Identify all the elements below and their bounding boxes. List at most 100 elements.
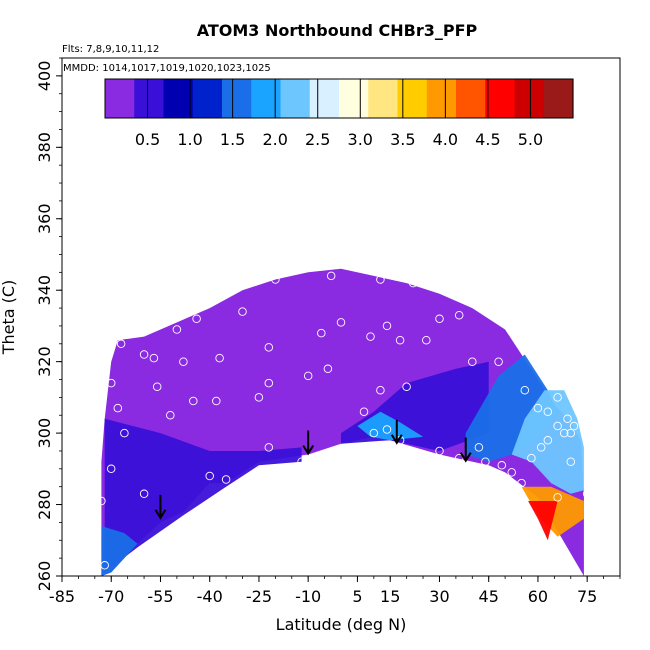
colorbar-segment xyxy=(456,79,486,118)
sample-point xyxy=(536,443,546,452)
x-tick-label: -85 xyxy=(49,587,75,606)
sample-point xyxy=(527,453,536,463)
sample-point xyxy=(139,350,149,359)
x-tick-label: 15 xyxy=(380,587,400,606)
colorbar-label: 3.5 xyxy=(390,130,415,149)
x-tick-label: 75 xyxy=(577,587,597,606)
y-axis-label: Theta (C) xyxy=(0,280,18,356)
sample-points xyxy=(93,271,592,570)
y-axis: 260 280 300 320 340 360 380 400 xyxy=(35,57,62,591)
sample-point xyxy=(221,475,231,484)
sample-point xyxy=(454,310,464,320)
sample-point xyxy=(468,357,477,366)
sample-point xyxy=(435,314,444,324)
x-tick-label: 5 xyxy=(352,587,362,606)
sample-point xyxy=(402,382,411,391)
field-patch-midlat-south xyxy=(104,418,302,573)
colorbar-segment xyxy=(426,79,457,118)
field-patch-north-hot-spot xyxy=(528,501,558,541)
sample-point xyxy=(172,325,182,334)
sample-point xyxy=(100,561,109,570)
sample-point xyxy=(106,464,116,474)
field-patch-south-base xyxy=(101,526,138,576)
y-tick-label: 280 xyxy=(35,489,54,520)
sample-point xyxy=(569,421,579,431)
sample-point xyxy=(366,332,375,341)
sample-point xyxy=(553,493,562,502)
sample-point xyxy=(116,339,126,349)
y-tick-label: 400 xyxy=(35,61,54,92)
arrow-marker xyxy=(390,419,403,445)
colorbar-frame xyxy=(104,78,574,119)
x-tick-label: -10 xyxy=(295,587,321,606)
sample-point xyxy=(376,275,385,284)
colorbar-segment xyxy=(543,79,574,118)
x-axis-label: Latitude (deg N) xyxy=(276,615,407,634)
colorbar-label: 4.0 xyxy=(433,130,458,149)
colorbar-segment xyxy=(192,79,223,118)
arrow-marker xyxy=(154,494,167,520)
sample-point xyxy=(149,353,159,363)
flights-note: Flts: 7,8,9,10,11,12 xyxy=(62,44,159,55)
sample-point xyxy=(517,478,526,488)
data-layer xyxy=(101,268,584,576)
sample-point xyxy=(93,443,103,452)
sample-point xyxy=(303,371,313,381)
sample-point xyxy=(326,271,336,281)
sample-point xyxy=(553,421,562,431)
sample-point xyxy=(192,314,201,324)
sample-point xyxy=(395,335,405,345)
y-tick-label: 300 xyxy=(35,418,54,449)
arrows-layer xyxy=(154,419,472,520)
colorbar-label: 4.5 xyxy=(475,130,500,149)
sample-point xyxy=(215,353,224,363)
sample-point xyxy=(474,443,484,452)
arrow-head xyxy=(302,445,315,456)
sample-point xyxy=(179,357,188,366)
x-axis: -85 -70 -55 -40 -25 -10 5 15 30 45 60 75 xyxy=(49,576,621,606)
colorbar-label: 1.0 xyxy=(177,130,202,149)
y-tick-label: 340 xyxy=(35,275,54,306)
sample-point xyxy=(205,471,214,481)
sample-point xyxy=(189,396,198,406)
sample-point xyxy=(97,496,106,506)
x-tick-label: -70 xyxy=(98,587,124,606)
sample-point xyxy=(359,407,369,416)
sample-point xyxy=(566,428,576,438)
mmdd-note: MMDD: 1014,1017,1019,1020,1023,1025 xyxy=(63,63,271,74)
sample-point xyxy=(408,278,418,288)
colorbar-segment xyxy=(251,79,282,118)
colorbar-label: 3.0 xyxy=(348,130,373,149)
sample-point xyxy=(113,403,123,413)
sample-point xyxy=(317,328,326,338)
x-tick-label: 60 xyxy=(528,587,548,606)
arrow-head xyxy=(154,509,167,520)
y-tick-label: 380 xyxy=(35,132,54,163)
colorbar-label: 1.5 xyxy=(220,130,245,149)
sample-point xyxy=(559,428,569,438)
sample-point xyxy=(254,393,264,402)
sample-point xyxy=(264,343,274,352)
x-tick-label: 30 xyxy=(429,587,449,606)
sample-point xyxy=(212,396,221,406)
arrow-head xyxy=(459,452,472,463)
colorbar-segment xyxy=(163,79,194,118)
sample-point xyxy=(543,435,553,445)
sample-point xyxy=(376,385,385,395)
sample-point xyxy=(494,478,503,488)
field-upper xyxy=(101,268,584,576)
sample-point xyxy=(120,428,129,438)
y-tick-label: 320 xyxy=(35,346,54,377)
sample-point xyxy=(166,410,175,420)
chart-title: ATOM3 Northbound CHBr3_PFP xyxy=(197,21,478,40)
sample-point xyxy=(553,393,562,402)
colorbar-segment xyxy=(105,79,135,118)
colorbar-label: 2.5 xyxy=(305,130,330,149)
sample-point xyxy=(543,407,553,416)
sample-point xyxy=(106,378,116,388)
colorbar: 0.5 1.0 1.5 2.0 2.5 3.0 3.5 4.0 4.5 5.0 xyxy=(104,78,574,149)
colorbar-segment xyxy=(222,79,252,118)
sample-point xyxy=(152,382,162,391)
sample-point xyxy=(520,385,530,395)
